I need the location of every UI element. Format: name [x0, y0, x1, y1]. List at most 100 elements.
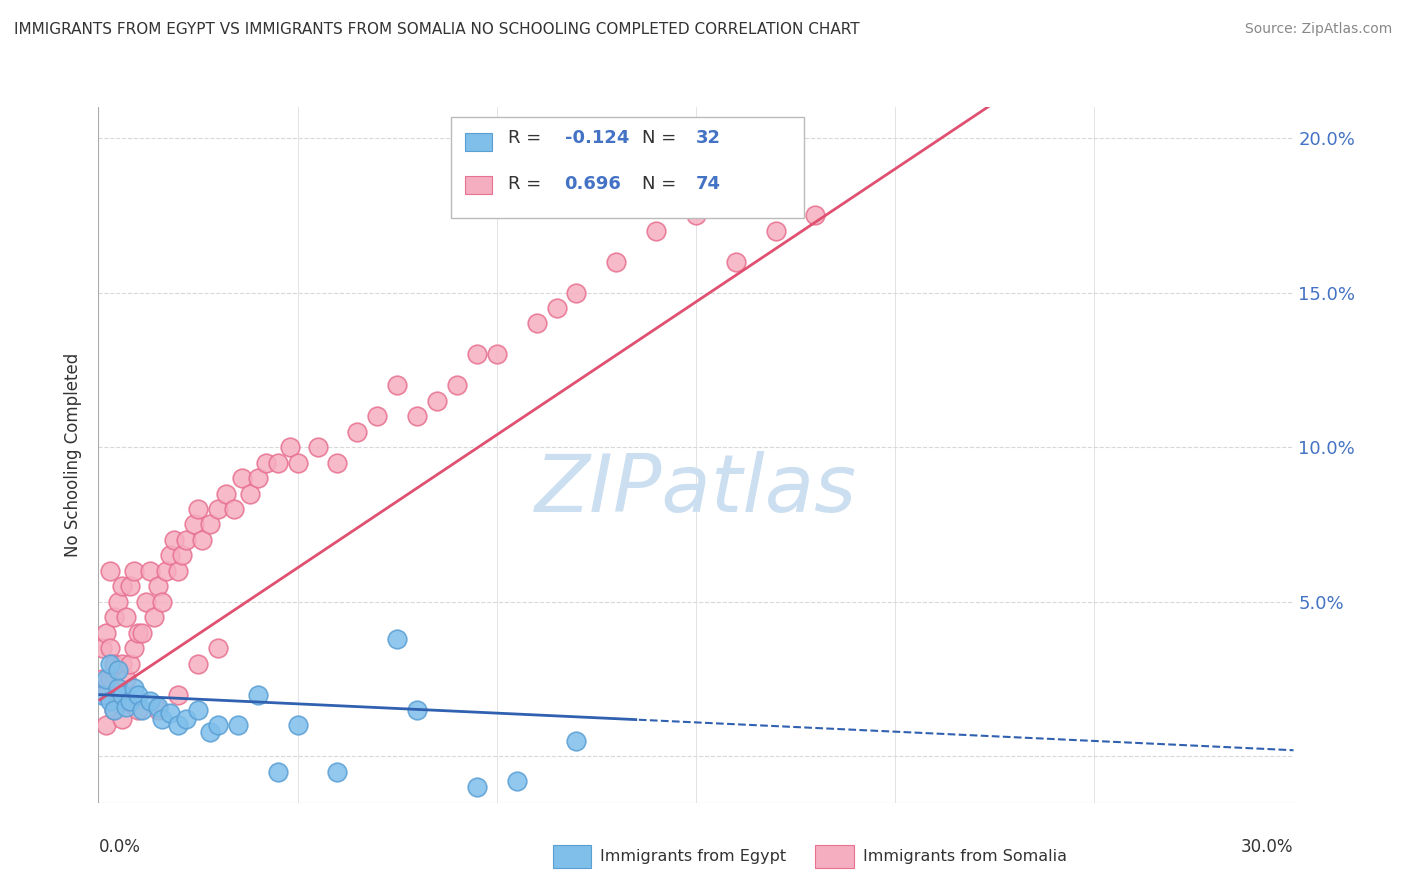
Point	[191, 533, 214, 547]
Point	[226, 718, 249, 732]
Point	[111, 657, 134, 671]
Point	[111, 688, 134, 702]
Point	[155, 564, 177, 578]
FancyBboxPatch shape	[451, 118, 804, 219]
Point	[96, 672, 118, 686]
Point	[120, 694, 142, 708]
Point	[172, 549, 194, 563]
Point	[96, 688, 118, 702]
Text: N =: N =	[643, 175, 682, 193]
Point	[278, 440, 301, 454]
Point	[326, 456, 349, 470]
Point	[485, 347, 508, 361]
FancyBboxPatch shape	[465, 176, 492, 194]
Point	[287, 456, 309, 470]
Point	[187, 502, 209, 516]
Point	[124, 681, 146, 696]
Point	[139, 564, 162, 578]
FancyBboxPatch shape	[465, 133, 492, 151]
Point	[167, 688, 190, 702]
Point	[120, 694, 142, 708]
Point	[804, 208, 827, 222]
Text: ZIPatlas: ZIPatlas	[534, 450, 858, 529]
Point	[215, 486, 238, 500]
Point	[167, 564, 190, 578]
Point	[98, 641, 122, 656]
Point	[139, 694, 162, 708]
Point	[605, 254, 627, 268]
Point	[267, 456, 290, 470]
Point	[222, 502, 245, 516]
Text: Immigrants from Egypt: Immigrants from Egypt	[600, 849, 786, 863]
Point	[120, 657, 142, 671]
Point	[98, 672, 122, 686]
Point	[198, 517, 221, 532]
Point	[406, 409, 429, 424]
Text: 0.0%: 0.0%	[98, 838, 141, 855]
Point	[91, 688, 114, 702]
Point	[207, 502, 229, 516]
Point	[103, 703, 125, 717]
Point	[127, 703, 149, 717]
Point	[96, 625, 118, 640]
Point	[167, 718, 190, 732]
Point	[565, 285, 588, 300]
Point	[385, 632, 409, 646]
Point	[98, 657, 122, 671]
Point	[124, 564, 146, 578]
Point	[645, 224, 668, 238]
Point	[187, 657, 209, 671]
Point	[103, 610, 125, 624]
Text: 74: 74	[696, 175, 721, 193]
Point	[287, 718, 309, 732]
Point	[239, 486, 262, 500]
Text: -0.124: -0.124	[565, 129, 628, 147]
Point	[385, 378, 409, 392]
Point	[150, 712, 173, 726]
Point	[366, 409, 388, 424]
Text: R =: R =	[509, 129, 547, 147]
Text: N =: N =	[643, 129, 682, 147]
Point	[127, 688, 149, 702]
Text: IMMIGRANTS FROM EGYPT VS IMMIGRANTS FROM SOMALIA NO SCHOOLING COMPLETED CORRELAT: IMMIGRANTS FROM EGYPT VS IMMIGRANTS FROM…	[14, 22, 859, 37]
Point	[326, 764, 349, 779]
Point	[98, 564, 122, 578]
Point	[506, 774, 529, 789]
Point	[131, 703, 153, 717]
Point	[207, 718, 229, 732]
Point	[446, 378, 468, 392]
Point	[174, 533, 197, 547]
Point	[103, 657, 125, 671]
Point	[143, 610, 166, 624]
Point	[174, 712, 197, 726]
Point	[685, 208, 707, 222]
Point	[107, 688, 129, 702]
FancyBboxPatch shape	[553, 846, 591, 868]
Point	[465, 347, 488, 361]
Point	[107, 663, 129, 677]
Text: 0.696: 0.696	[565, 175, 621, 193]
Point	[198, 724, 221, 739]
Text: R =: R =	[509, 175, 547, 193]
Point	[115, 672, 138, 686]
Point	[307, 440, 329, 454]
Text: 30.0%: 30.0%	[1241, 838, 1294, 855]
Point	[148, 579, 170, 593]
Text: Immigrants from Somalia: Immigrants from Somalia	[863, 849, 1067, 863]
Y-axis label: No Schooling Completed: No Schooling Completed	[65, 353, 83, 557]
Point	[98, 694, 122, 708]
Point	[159, 549, 181, 563]
FancyBboxPatch shape	[815, 846, 853, 868]
Point	[267, 764, 290, 779]
Point	[183, 517, 205, 532]
Point	[111, 712, 134, 726]
Point	[346, 425, 368, 439]
Point	[148, 700, 170, 714]
Point	[246, 471, 269, 485]
Point	[526, 317, 548, 331]
Point	[148, 703, 170, 717]
Point	[91, 672, 114, 686]
Point	[163, 533, 186, 547]
Point	[103, 703, 125, 717]
Point	[246, 688, 269, 702]
